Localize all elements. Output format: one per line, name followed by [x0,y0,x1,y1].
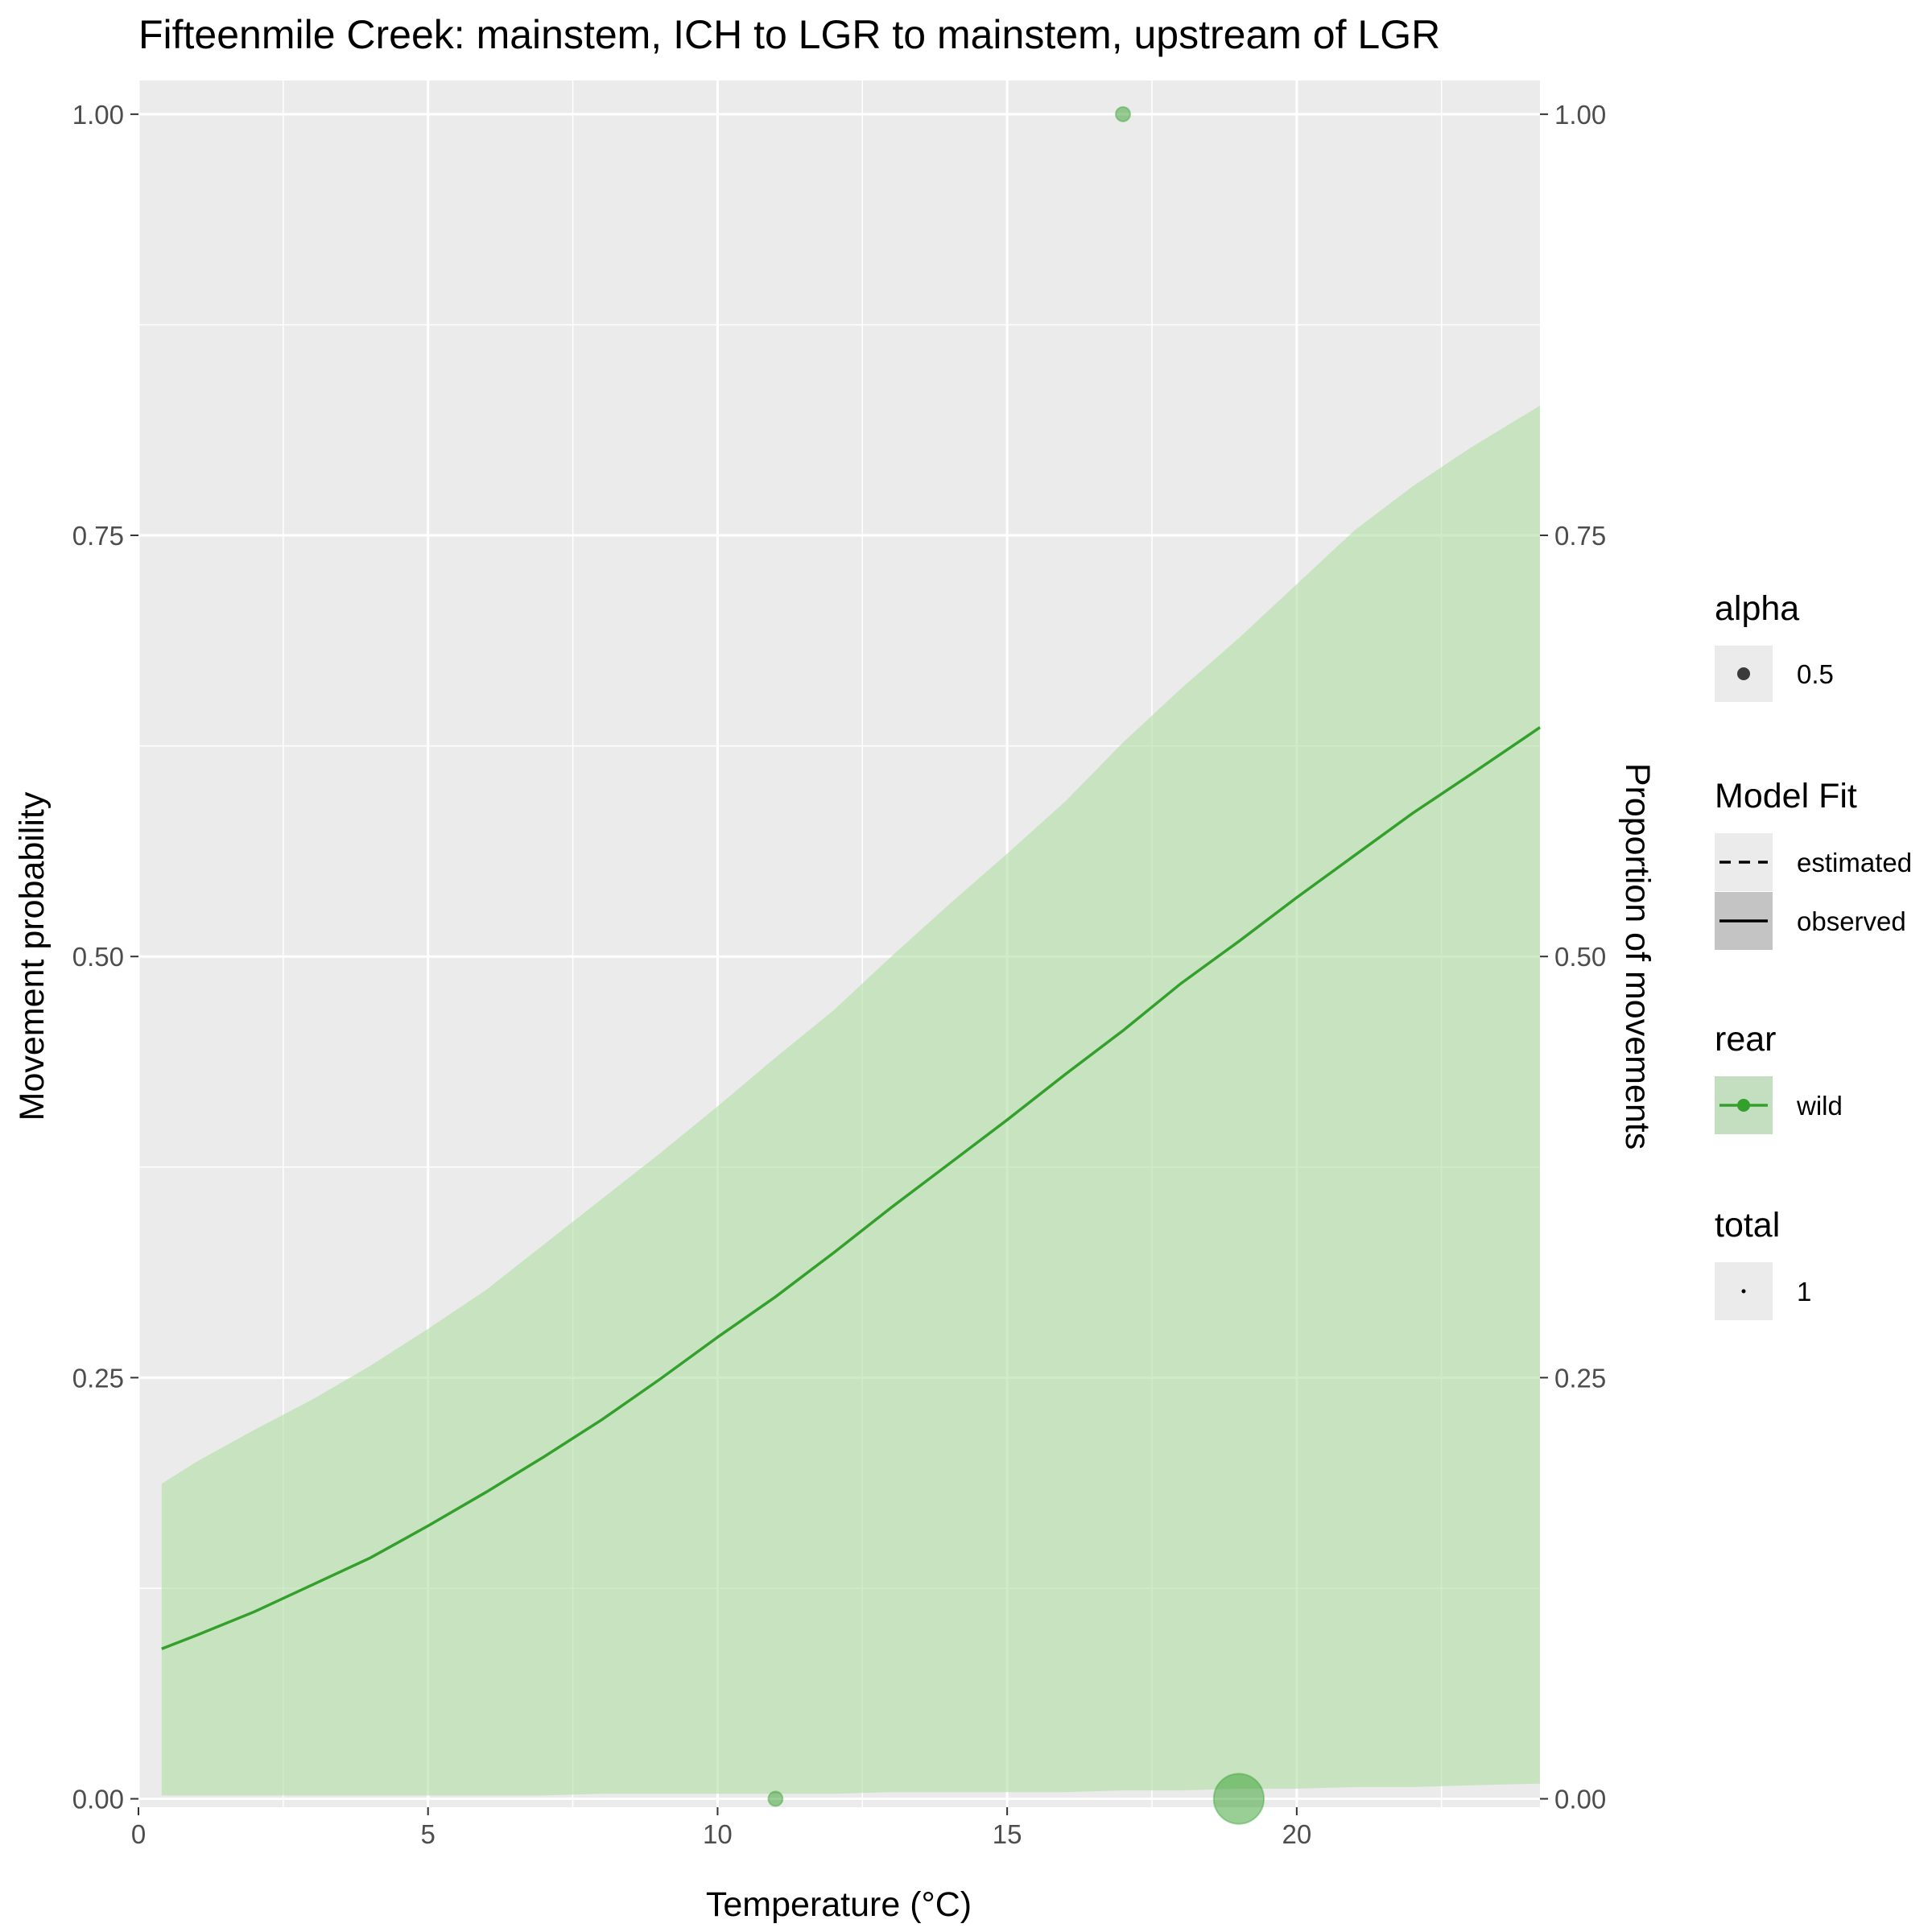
legend-model-fit-title: Model Fit [1715,777,1857,815]
legend-total-title: total [1715,1206,1780,1245]
x-tick-label: 10 [703,1819,733,1849]
data-point [767,1790,784,1807]
legend-rear: rear wild [1715,1020,1843,1134]
y2-axis-title: Proportion of movements [1618,763,1657,1150]
legend-alpha-label: 0.5 [1797,659,1834,689]
legend-observed-label: observed [1797,906,1906,936]
legend-total-label: 1 [1797,1277,1811,1307]
legend-model-fit: Model Fit estimated observed [1715,777,1912,950]
y-axis-title: Movement probability [13,791,52,1121]
y-tick-label: 1.00 [72,100,124,130]
x-tick-label: 5 [421,1819,436,1849]
x-tick-label: 20 [1282,1819,1311,1849]
fit-line-wild [161,726,1541,1650]
x-tick-label: 15 [993,1819,1022,1849]
legend-estimated-label: estimated [1797,848,1912,877]
legend-alpha-point-icon [1737,667,1750,680]
legend-wild-label: wild [1796,1091,1843,1121]
data-point [1212,1773,1265,1825]
y-tick-label: 0.75 [72,521,124,551]
legend-alpha: alpha 0.5 [1715,589,1834,702]
legend-wild-point-icon [1737,1099,1750,1112]
y-tick-label: 0.50 [72,942,124,972]
y2-tick-label: 0.25 [1554,1363,1606,1393]
observed-points [767,105,1265,1825]
y2-tick-label: 0.00 [1554,1785,1606,1814]
legend-rear-title: rear [1715,1020,1776,1059]
y2-tick-label: 1.00 [1554,100,1606,130]
chart-title: Fifteenmile Creek: mainstem, ICH to LGR … [138,12,1440,57]
y2-tick-label: 0.75 [1554,521,1606,551]
legend-total-point-icon [1741,1289,1746,1294]
legend-alpha-title: alpha [1715,589,1799,628]
y2-tick-label: 0.50 [1554,942,1606,972]
x-tick-label: 0 [131,1819,146,1849]
data-point [1115,105,1132,122]
confidence-ribbon-wild [161,405,1540,1796]
y-tick-label: 0.25 [72,1363,124,1393]
x-axis: 0 5 10 15 20 [131,1807,1311,1849]
x-axis-title: Temperature (°C) [706,1885,972,1924]
y-axis-left: 0.00 0.25 0.50 0.75 1.00 [72,100,138,1814]
y-tick-label: 0.00 [72,1785,124,1814]
legend-total: total 1 [1715,1206,1811,1320]
y-axis-right: 0.00 0.25 0.50 0.75 1.00 [1540,100,1606,1814]
